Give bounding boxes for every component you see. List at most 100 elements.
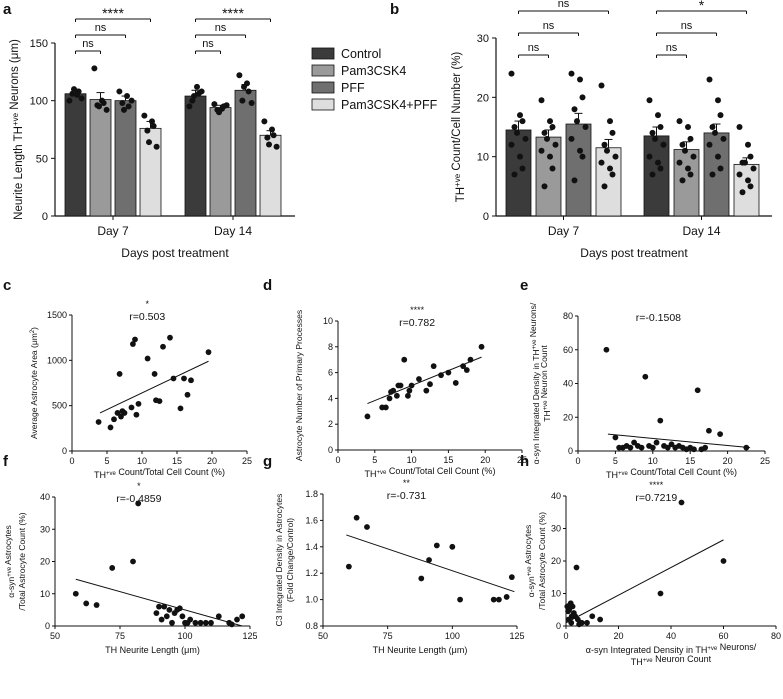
scatter-point bbox=[364, 413, 371, 420]
scatter-point bbox=[179, 613, 186, 620]
scatter-point bbox=[153, 610, 160, 616]
panel-h: h 0 10 20 30 40 0 20 40 60 80 α-syn Integrated Dens… bbox=[520, 453, 781, 667]
legend-label-0: Control bbox=[341, 47, 381, 61]
y-tick-label: 10 bbox=[323, 316, 333, 326]
scatter-point bbox=[111, 416, 117, 423]
x-tick-label: 50 bbox=[50, 631, 60, 641]
y-tick-label: 0 bbox=[483, 211, 489, 223]
scatter-point bbox=[166, 606, 173, 613]
panel-letter-b: b bbox=[390, 1, 399, 18]
data-point bbox=[747, 153, 754, 160]
scatter-point bbox=[156, 398, 163, 405]
panel-letter-e: e bbox=[520, 277, 528, 294]
data-point bbox=[78, 95, 85, 102]
y-tick-label: 20 bbox=[563, 412, 573, 422]
scatter-point bbox=[678, 499, 685, 506]
x-axis-label: Days post treatment bbox=[580, 246, 688, 260]
data-point bbox=[676, 118, 683, 125]
data-point bbox=[141, 112, 148, 119]
panel-a: a 0 50 100 150 Neurite Length TH+ve Neurons (… bbox=[3, 1, 438, 260]
panel-d: d 0 2 4 6 8 10 0 5 10 15 20 25 TH+ve Count/Total Cell… bbox=[263, 277, 527, 479]
y-axis-label-line-1: /Total Astrocyte Count (%) bbox=[537, 512, 547, 610]
data-point bbox=[544, 135, 550, 142]
scatter-point bbox=[184, 391, 191, 398]
y-tick-label: 1.4 bbox=[305, 542, 318, 552]
y-tick-label: 1.8 bbox=[305, 489, 318, 499]
scatter-point bbox=[508, 574, 515, 581]
data-point bbox=[511, 171, 518, 178]
scatter-point bbox=[208, 619, 214, 626]
data-point bbox=[646, 97, 653, 104]
scatter-point bbox=[382, 404, 389, 411]
scatter-point bbox=[457, 596, 463, 603]
significance-stars: ** bbox=[403, 478, 411, 488]
correlation-r: r=0.503 bbox=[129, 311, 165, 323]
x-tick-label: 80 bbox=[771, 631, 781, 641]
y-tick-label: 0 bbox=[62, 446, 67, 456]
y-tick-label: 20 bbox=[551, 556, 561, 566]
bar-a-1-2 bbox=[234, 89, 257, 217]
y-axis-label: α-syn+ve Astrocytes/Total Astrocyte Coun… bbox=[523, 512, 547, 610]
significance-label: ns bbox=[558, 0, 570, 10]
data-point bbox=[676, 159, 683, 166]
scatter-point bbox=[393, 392, 400, 399]
y-tick-label: 8 bbox=[328, 342, 333, 352]
scatter-point bbox=[657, 590, 664, 597]
data-point bbox=[119, 99, 126, 106]
data-point bbox=[706, 76, 713, 83]
y-tick-label: 100 bbox=[30, 96, 48, 108]
data-point bbox=[121, 106, 127, 113]
y-tick-label: 500 bbox=[52, 401, 67, 411]
data-point bbox=[91, 65, 98, 72]
x-tick-label: 20 bbox=[613, 631, 623, 641]
data-point bbox=[609, 171, 616, 178]
y-axis-label: Neurite Length TH+ve Neurons (μm) bbox=[9, 39, 25, 220]
scatter-point bbox=[720, 558, 727, 564]
data-point bbox=[568, 135, 575, 142]
scatter-point bbox=[215, 613, 222, 620]
y-tick-label: 30 bbox=[40, 524, 50, 534]
scatter-point bbox=[408, 382, 415, 389]
scatter-point bbox=[467, 356, 474, 363]
significance-label: ns bbox=[215, 22, 227, 34]
data-point bbox=[568, 70, 575, 77]
legend-swatch-1 bbox=[311, 64, 335, 77]
scatter-point bbox=[95, 419, 102, 425]
y-tick-label: 60 bbox=[563, 345, 573, 355]
x-tick-label: 5 bbox=[104, 456, 109, 466]
correlation-r: r=-0.731 bbox=[387, 490, 427, 502]
data-point bbox=[715, 153, 721, 160]
data-point bbox=[269, 126, 275, 133]
scatter-point bbox=[706, 427, 712, 434]
data-point bbox=[745, 141, 751, 148]
x-tick-label: 25 bbox=[242, 456, 252, 466]
significance-stars: * bbox=[137, 481, 141, 491]
x-tick-label: 0 bbox=[69, 456, 74, 466]
y-tick-label: 4 bbox=[328, 393, 333, 403]
data-point bbox=[571, 106, 578, 113]
data-point bbox=[273, 143, 280, 150]
panel-c: c 0 500 1000 1500 0 5 10 15 20 25 TH+ve Count/Total… bbox=[3, 277, 252, 480]
x-axis-label: TH+ve Count/Total Cell Count (%) bbox=[94, 467, 225, 480]
y-axis-label-line-0: C3 Integrated Density in Astrocytes bbox=[274, 494, 284, 627]
data-point bbox=[717, 112, 724, 119]
panel-e: e 0 20 40 60 80 0 5 10 15 20 25 TH+ve Count/Total Ce… bbox=[520, 277, 770, 480]
y-tick-label: 1.6 bbox=[305, 515, 318, 525]
significance-label: **** bbox=[222, 5, 244, 21]
x-tick-label: Day 14 bbox=[682, 224, 720, 238]
data-point bbox=[96, 103, 102, 110]
data-point bbox=[144, 127, 151, 134]
data-point bbox=[715, 97, 721, 104]
x-tick-label: 100 bbox=[445, 631, 460, 641]
scatter-point bbox=[158, 616, 165, 623]
correlation-r: r=-0.4859 bbox=[116, 493, 161, 505]
scatter-point bbox=[202, 619, 209, 626]
bar-a-0-1 bbox=[89, 99, 112, 217]
data-point bbox=[598, 82, 605, 89]
legend-swatch-0 bbox=[311, 47, 335, 60]
data-point bbox=[646, 153, 653, 160]
scatter-point bbox=[573, 564, 580, 571]
data-point bbox=[739, 189, 746, 196]
data-point bbox=[211, 101, 218, 108]
